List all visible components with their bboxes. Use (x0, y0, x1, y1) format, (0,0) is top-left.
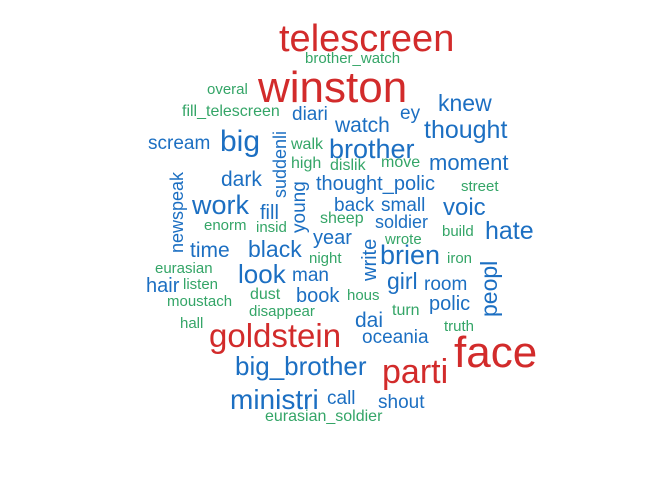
word-eurasian: eurasian (155, 260, 213, 277)
word-move: move (381, 154, 421, 171)
word-brother: brother (329, 134, 415, 164)
word-back: back (334, 195, 375, 216)
word-turn: turn (392, 302, 420, 319)
word-listen: listen (183, 276, 219, 293)
word-year: year (313, 227, 352, 249)
word-book: book (296, 285, 340, 307)
word-dislik: dislik (330, 157, 366, 174)
word-big-brother: big_brother (235, 351, 367, 381)
word-disappear: disappear (249, 303, 315, 320)
word-watch: watch (335, 114, 390, 137)
word-man: man (292, 265, 329, 286)
word-dark: dark (221, 168, 262, 191)
word-fill: fill (260, 202, 279, 224)
word-build: build (442, 223, 474, 240)
word-goldstein: goldstein (209, 317, 342, 354)
word-call: call (327, 388, 356, 409)
word-look: look (238, 259, 286, 289)
word-room: room (424, 274, 468, 295)
word-small: small (381, 195, 426, 216)
word-soldier: soldier (375, 212, 429, 232)
word-enorm: enorm (204, 217, 247, 234)
word-moment: moment (429, 150, 509, 175)
word-dust: dust (250, 286, 281, 303)
word-big: big (220, 125, 261, 158)
word-newspeak: newspeak (167, 171, 187, 253)
word-walk: walk (291, 136, 324, 153)
word-face: face (454, 328, 538, 377)
word-street: street (461, 178, 499, 195)
word-moustach: moustach (167, 293, 233, 310)
word-peopl: peopl (476, 260, 502, 317)
word-ey: ey (400, 103, 421, 124)
word-oceania: oceania (362, 327, 429, 348)
word-write: write (359, 238, 381, 281)
word-high: high (291, 155, 322, 172)
word-dai: dai (355, 309, 384, 332)
word-overal: overal (207, 81, 248, 98)
word-polic: polic (429, 293, 471, 315)
word-night: night (309, 250, 342, 267)
word-voic: voic (443, 194, 486, 221)
word-telescreen: telescreen (279, 18, 455, 60)
word-iron: iron (447, 250, 473, 267)
word-black: black (248, 236, 302, 262)
word-knew: knew (438, 90, 492, 116)
word-brien: brien (380, 240, 441, 270)
word-parti: parti (382, 353, 449, 391)
word-fill-telescreen: fill_telescreen (182, 103, 280, 120)
word-diari: diari (292, 104, 328, 125)
word-scream: scream (148, 133, 211, 154)
word-shout: shout (378, 392, 425, 413)
word-time: time (190, 239, 230, 262)
word-young: young (289, 181, 310, 233)
word-hair: hair (146, 275, 180, 297)
word-hous: hous (347, 287, 380, 304)
word-eurasian-soldier: eurasian_soldier (265, 408, 383, 425)
word-winston: winston (258, 63, 408, 112)
word-sheep: sheep (320, 210, 364, 227)
word-suddenli: suddenli (270, 130, 290, 198)
word-insid: insid (256, 219, 287, 236)
word-ministri: ministri (230, 384, 319, 415)
word-hate: hate (485, 217, 534, 245)
word-hall: hall (180, 315, 204, 332)
word-thought: thought (424, 116, 508, 144)
word-work: work (192, 190, 250, 220)
word-wrote: wrote (385, 231, 422, 248)
word-girl: girl (387, 268, 418, 294)
word-thought-polic: thought_polic (316, 173, 435, 195)
word-brother-watch: brother_watch (305, 50, 401, 67)
word-truth: truth (444, 318, 475, 335)
